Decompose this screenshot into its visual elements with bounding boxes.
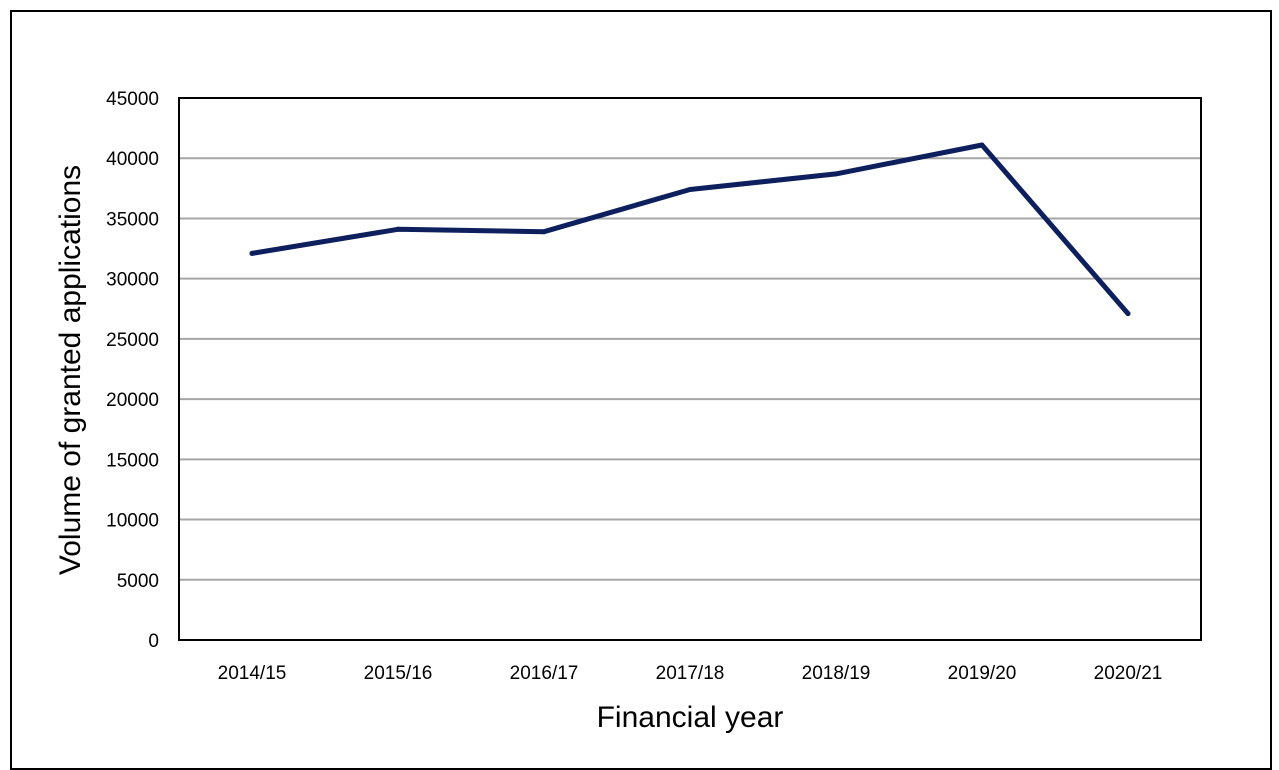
y-axis-title: Volume of granted applications [54, 165, 87, 575]
y-tick-label: 45000 [106, 89, 159, 110]
data-point [395, 226, 401, 232]
x-tick-label: 2019/20 [948, 663, 1017, 684]
y-tick-label: 0 [148, 631, 159, 652]
plot-area [178, 97, 1202, 641]
x-tick-label: 2015/16 [364, 663, 433, 684]
y-tick-label: 20000 [106, 390, 159, 411]
data-point [979, 142, 985, 148]
y-tick-label: 10000 [106, 511, 159, 532]
x-tick-label: 2016/17 [510, 663, 579, 684]
series-group [249, 142, 1131, 317]
x-axis-tick-labels: 2014/15 2015/16 2016/17 2017/18 2018/19 2019/… [218, 663, 1163, 684]
data-point [1125, 311, 1131, 317]
y-tick-label: 25000 [106, 330, 159, 351]
data-point [249, 250, 255, 256]
y-tick-label: 35000 [106, 209, 159, 230]
y-tick-label: 40000 [106, 149, 159, 170]
data-point [541, 229, 547, 235]
x-tick-label: 2017/18 [656, 663, 725, 684]
x-tick-label: 2020/21 [1094, 663, 1163, 684]
x-tick-label: 2018/19 [802, 663, 871, 684]
y-tick-label: 15000 [106, 450, 159, 471]
x-tick-label: 2014/15 [218, 663, 287, 684]
data-point [833, 171, 839, 177]
y-tick-label: 30000 [106, 270, 159, 291]
y-tick-label: 5000 [117, 571, 159, 592]
x-axis-title: Financial year [597, 701, 784, 734]
series-line [249, 142, 1131, 317]
gridlines [179, 157, 1201, 581]
y-axis-tick-labels: 0 5000 10000 15000 20000 25000 30000 35000 40000… [106, 89, 159, 652]
data-point [687, 187, 693, 193]
